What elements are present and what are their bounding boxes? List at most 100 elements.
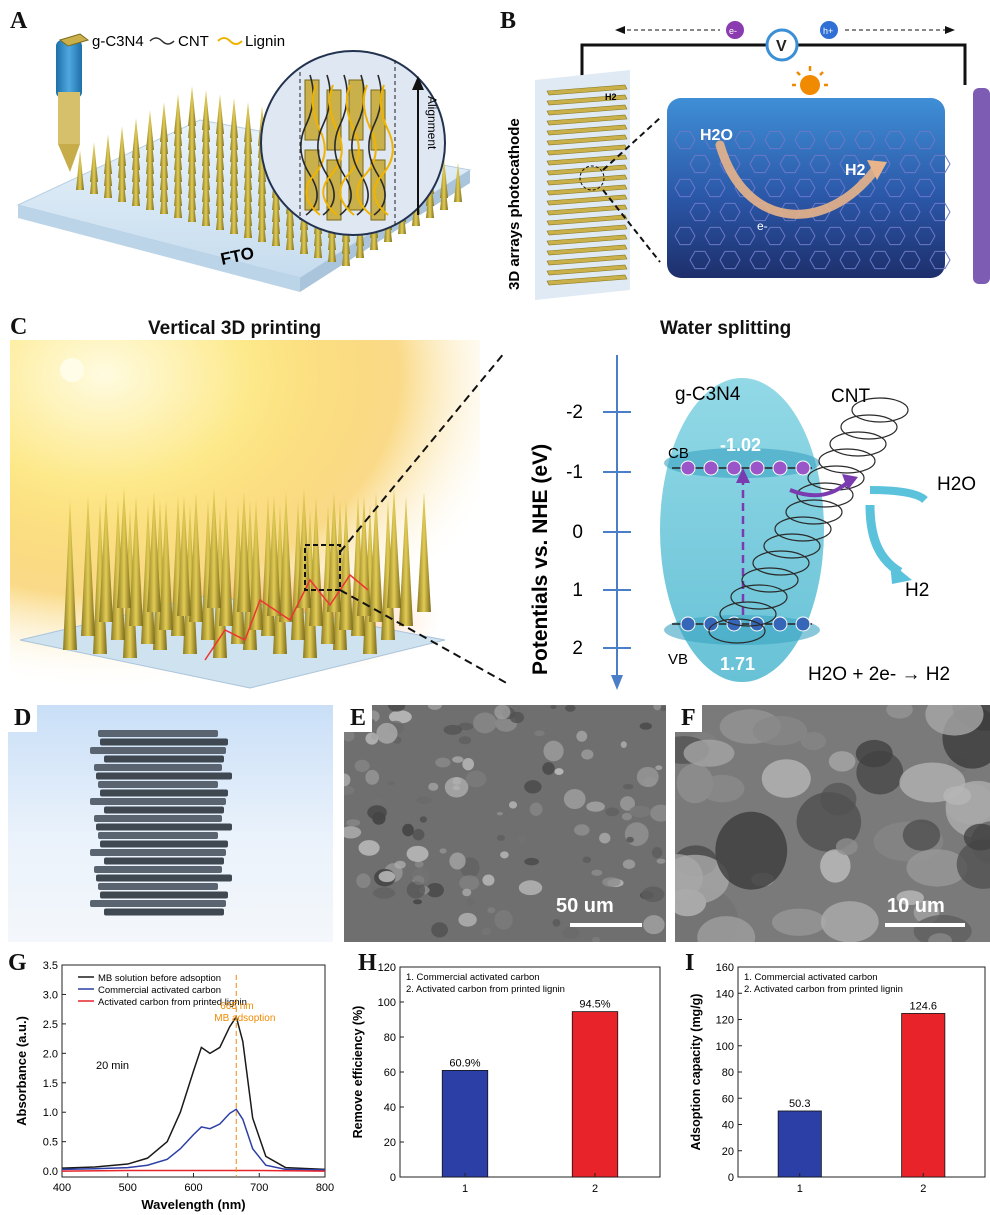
printed-layer xyxy=(90,798,226,805)
y-tick-label-g: 3.0 xyxy=(43,989,58,1001)
lattice-cell xyxy=(734,130,756,150)
sem-grain xyxy=(354,759,370,772)
tall-cone xyxy=(237,492,251,612)
svg-text:1: 1 xyxy=(572,580,583,601)
lattice-cell xyxy=(809,250,831,270)
printed-layer xyxy=(94,764,222,771)
lattice-cell xyxy=(734,226,756,246)
sem-grain xyxy=(574,824,590,836)
panel-letter-g: G xyxy=(8,950,27,976)
lattice-cell xyxy=(899,154,921,174)
sem-grain xyxy=(388,710,412,724)
y-tick-label-h: 120 xyxy=(378,962,396,974)
y-tick-label-i: 0 xyxy=(728,1172,734,1184)
stack-layer xyxy=(546,264,628,276)
lattice-cell xyxy=(764,226,786,246)
cnt-ring xyxy=(730,584,788,610)
bar-h-1 xyxy=(441,1070,489,1178)
sem-grain xyxy=(675,854,729,905)
lignin-strand xyxy=(373,84,394,216)
hole-icon xyxy=(820,21,838,39)
sem-grain xyxy=(500,851,509,859)
tall-cone xyxy=(63,500,77,650)
electron-dot xyxy=(726,460,742,476)
cnt-ring xyxy=(763,533,821,559)
lattice-cell xyxy=(854,226,876,246)
sem-grain xyxy=(406,881,426,899)
sem-grain xyxy=(820,901,879,942)
lignin-strand xyxy=(339,84,360,216)
printed-layer xyxy=(98,832,218,839)
panel-c-illustration: -2 -1 0 1 2 Potentials vs. NHE (eV) g-C3… xyxy=(10,340,976,690)
sem-grain xyxy=(796,792,862,852)
stack-layer xyxy=(546,274,628,286)
lattice-cell xyxy=(929,202,951,222)
sem-grain xyxy=(761,759,811,798)
tall-cone xyxy=(81,496,95,636)
sem-grain xyxy=(550,705,557,709)
sem-grain xyxy=(473,712,497,734)
sem-grain xyxy=(344,785,355,795)
cnt-label: CNT xyxy=(831,386,870,407)
electron-dot xyxy=(749,460,765,476)
sem-grain xyxy=(419,816,427,823)
series-line-3 xyxy=(61,1169,326,1172)
y-tick-label-h: 80 xyxy=(384,1032,396,1044)
reaction-equation: H2O + 2e- → H2 xyxy=(808,664,950,685)
printed-layer xyxy=(90,849,226,856)
h2-product-label: H2 xyxy=(905,580,929,601)
electron-dot xyxy=(772,460,788,476)
panel-letter-b: B xyxy=(500,8,517,34)
bar-i-2 xyxy=(901,1013,946,1178)
cone xyxy=(216,94,224,134)
lattice-cell xyxy=(899,250,921,270)
sem-grain xyxy=(623,783,634,790)
caption-water-splitting: Water splitting xyxy=(660,318,792,339)
y-tick-label-h: 100 xyxy=(378,997,396,1009)
legend-lignin: Lignin xyxy=(245,33,285,50)
tall-cone xyxy=(207,488,221,608)
legend-label-g: MB solution before adsoption xyxy=(98,973,221,984)
sem-grain xyxy=(358,840,380,856)
legend-label-g: Activated carbon from printed lignin xyxy=(98,997,247,1008)
printed-layer xyxy=(94,815,222,822)
stack-layer xyxy=(546,254,628,266)
lattice-cell xyxy=(854,130,876,150)
sem-grain xyxy=(524,857,540,866)
light-source-icon xyxy=(60,358,84,382)
sem-grain xyxy=(855,739,893,768)
tall-cone xyxy=(159,500,173,630)
time-annotation: 20 min xyxy=(96,1060,129,1072)
cnt-tube xyxy=(708,397,909,644)
panel-letter-f: F xyxy=(675,705,702,732)
printed-layer xyxy=(98,730,218,737)
x-tick-label-g: 500 xyxy=(119,1182,137,1194)
sem-grain xyxy=(906,849,968,887)
plot-frame-i xyxy=(737,966,986,1178)
y-tick-label-i: 40 xyxy=(722,1120,734,1132)
cnt-ring xyxy=(796,482,854,508)
cone xyxy=(90,142,98,182)
panel-d-photo xyxy=(8,705,333,942)
counter-electrode xyxy=(973,88,990,284)
printed-layer xyxy=(90,900,226,907)
tall-cone xyxy=(267,496,281,616)
sem-grain xyxy=(963,823,990,851)
x-tick-label-h: 2 xyxy=(592,1183,598,1195)
sem-grain xyxy=(622,873,630,879)
y-tick-label-h: 40 xyxy=(384,1102,396,1114)
panel-letter-i: I xyxy=(685,950,695,976)
cone xyxy=(118,126,126,166)
sem-grain xyxy=(496,834,505,842)
sem-grain xyxy=(629,805,651,818)
y-tick-label-i: 20 xyxy=(722,1146,734,1158)
sem-grain xyxy=(449,852,466,870)
lattice-cell xyxy=(749,154,771,174)
sem-grain xyxy=(902,819,941,851)
sem-grain xyxy=(563,788,586,810)
lattice-cell xyxy=(719,202,741,222)
sem-grain xyxy=(697,916,756,942)
sem-grain xyxy=(835,838,858,856)
cone xyxy=(146,110,154,150)
lattice-cell xyxy=(914,226,936,246)
